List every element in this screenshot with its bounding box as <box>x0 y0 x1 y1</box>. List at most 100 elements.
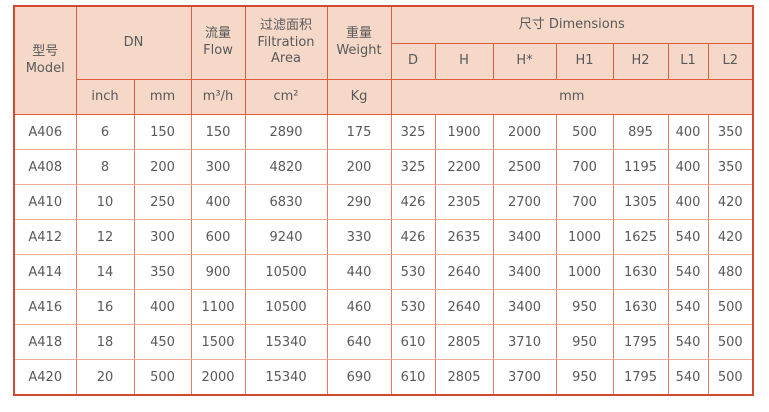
header-dim-h: H <box>434 43 494 80</box>
cell-flow: 1100 <box>190 289 246 325</box>
cell-h2: 1305 <box>612 184 669 220</box>
header-dim-h2: H2 <box>612 43 669 80</box>
filter-specification-table: 型号 Model DN 流量 Flow 过滤面积 Filtration Area… <box>13 5 755 396</box>
cell-d: 610 <box>390 359 436 396</box>
cell-dn-inch: 8 <box>75 149 135 185</box>
cell-model: A416 <box>13 289 77 325</box>
unit-dn-mm: mm <box>133 79 192 115</box>
cell-model: A414 <box>13 254 77 290</box>
cell-hstar: 3400 <box>492 289 557 325</box>
header-filtration-area: 过滤面积 Filtration Area <box>244 5 328 80</box>
cell-l2: 420 <box>707 184 754 220</box>
cell-area: 9240 <box>244 219 328 255</box>
cell-hstar: 2700 <box>492 184 557 220</box>
header-model-zh: 型号 <box>32 43 59 59</box>
cell-model: A420 <box>13 359 77 396</box>
cell-l2: 350 <box>707 149 754 185</box>
table-row: A410 10 250 400 6830 290 426 2305 2700 700 1305 400… <box>13 184 754 220</box>
cell-weight: 640 <box>326 324 392 360</box>
table-body: A406 6 150 150 2890 175 325 1900 2000 500 895 400 35… <box>13 114 754 396</box>
cell-h1: 700 <box>555 149 614 185</box>
header-dn: DN <box>75 5 192 80</box>
cell-weight: 200 <box>326 149 392 185</box>
cell-l1: 540 <box>667 219 709 255</box>
unit-dims: mm <box>390 79 754 115</box>
cell-model: A406 <box>13 114 77 150</box>
cell-l1: 540 <box>667 359 709 396</box>
cell-l1: 540 <box>667 324 709 360</box>
cell-h2: 1625 <box>612 219 669 255</box>
header-dim-l1: L1 <box>667 43 709 80</box>
cell-model: A408 <box>13 149 77 185</box>
unit-dn-inch: inch <box>75 79 135 115</box>
cell-d: 610 <box>390 324 436 360</box>
cell-h2: 1795 <box>612 324 669 360</box>
table-row: A412 12 300 600 9240 330 426 2635 3400 1000 1625 54… <box>13 219 754 255</box>
cell-dn-inch: 18 <box>75 324 135 360</box>
header-weight: 重量 Weight <box>326 5 392 80</box>
cell-h: 2635 <box>434 219 494 255</box>
cell-dn-mm: 400 <box>133 289 192 325</box>
table-row: A416 16 400 1100 10500 460 530 2640 3400 950 1630 5… <box>13 289 754 325</box>
header-dim-hstar: H* <box>492 43 557 80</box>
cell-h: 2640 <box>434 254 494 290</box>
cell-flow: 600 <box>190 219 246 255</box>
cell-hstar: 3400 <box>492 254 557 290</box>
header-dim-h1: H1 <box>555 43 614 80</box>
cell-dn-mm: 150 <box>133 114 192 150</box>
cell-dn-mm: 250 <box>133 184 192 220</box>
cell-dn-mm: 350 <box>133 254 192 290</box>
cell-area: 10500 <box>244 289 328 325</box>
cell-h: 2305 <box>434 184 494 220</box>
cell-d: 530 <box>390 254 436 290</box>
header-row-units: inch mm m³/h cm² Kg mm <box>14 79 754 115</box>
cell-d: 325 <box>390 114 436 150</box>
cell-h2: 895 <box>612 114 669 150</box>
cell-flow: 2000 <box>190 359 246 396</box>
unit-weight: Kg <box>326 79 392 115</box>
cell-h: 2805 <box>434 359 494 396</box>
cell-model: A410 <box>13 184 77 220</box>
cell-d: 325 <box>390 149 436 185</box>
cell-h1: 950 <box>555 359 614 396</box>
header-weight-zh: 重量 <box>345 26 372 42</box>
cell-dn-inch: 6 <box>75 114 135 150</box>
cell-h2: 1795 <box>612 359 669 396</box>
table-header: 型号 Model DN 流量 Flow 过滤面积 Filtration Area… <box>13 5 754 115</box>
cell-h2: 1195 <box>612 149 669 185</box>
cell-area: 10500 <box>244 254 328 290</box>
cell-l1: 400 <box>667 114 709 150</box>
cell-dn-inch: 20 <box>75 359 135 396</box>
cell-l1: 540 <box>667 289 709 325</box>
header-filtration-en2: Area <box>271 51 301 67</box>
cell-area: 15340 <box>244 324 328 360</box>
cell-l2: 480 <box>707 254 754 290</box>
cell-h1: 950 <box>555 289 614 325</box>
cell-hstar: 2500 <box>492 149 557 185</box>
unit-area: cm² <box>244 79 328 115</box>
table-row: A420 20 500 2000 15340 690 610 2805 3700 950 1795 5… <box>13 359 754 396</box>
cell-flow: 300 <box>190 149 246 185</box>
cell-flow: 1500 <box>190 324 246 360</box>
table-row: A406 6 150 150 2890 175 325 1900 2000 500 895 400 35… <box>13 114 754 150</box>
cell-area: 15340 <box>244 359 328 396</box>
table-row: A408 8 200 300 4820 200 325 2200 2500 700 1195 400 3… <box>13 149 754 185</box>
cell-weight: 690 <box>326 359 392 396</box>
header-filtration-en1: Filtration <box>257 34 315 50</box>
cell-dn-mm: 450 <box>133 324 192 360</box>
header-model: 型号 Model <box>13 5 77 115</box>
cell-dn-mm: 200 <box>133 149 192 185</box>
cell-weight: 330 <box>326 219 392 255</box>
header-weight-en: Weight <box>336 43 382 58</box>
cell-h: 2640 <box>434 289 494 325</box>
cell-dn-inch: 16 <box>75 289 135 325</box>
cell-l2: 500 <box>707 324 754 360</box>
header-filtration-zh: 过滤面积 <box>259 17 312 33</box>
cell-l2: 500 <box>707 289 754 325</box>
cell-hstar: 3700 <box>492 359 557 396</box>
cell-dn-inch: 14 <box>75 254 135 290</box>
cell-h: 2200 <box>434 149 494 185</box>
cell-flow: 400 <box>190 184 246 220</box>
cell-dn-inch: 10 <box>75 184 135 220</box>
cell-dn-mm: 500 <box>133 359 192 396</box>
